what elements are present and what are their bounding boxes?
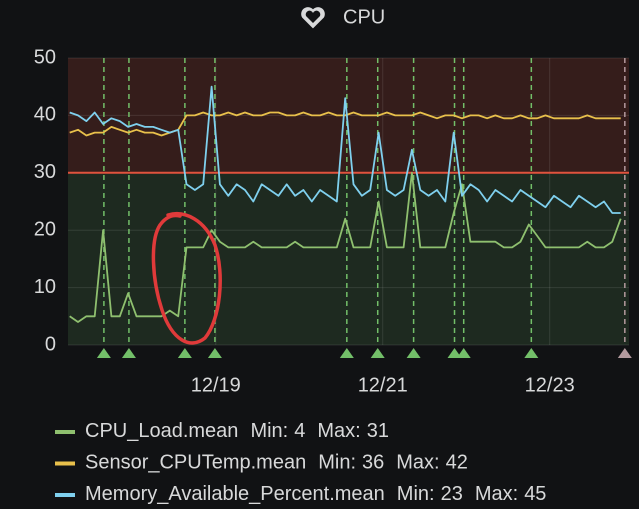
legend-text: Min: xyxy=(397,483,435,505)
annotation-marker xyxy=(121,348,136,358)
legend-entry: CPU_Load.mean Min: 4 Max: 31 xyxy=(85,420,389,442)
legend-text: 36 xyxy=(362,452,384,474)
legend-text: Sensor_CPUTemp.mean xyxy=(85,452,306,474)
annotation-marker xyxy=(370,348,385,358)
heart-icon-inner xyxy=(305,10,321,23)
x-tick-label: 12/21 xyxy=(358,374,408,396)
legend-entry: Memory_Available_Percent.mean Min: 23 Max: 4… xyxy=(85,483,546,505)
annotation-marker xyxy=(447,348,462,358)
y-tick-label: 0 xyxy=(45,333,56,355)
legend-text: Min: xyxy=(250,420,288,442)
y-tick-label: 20 xyxy=(34,218,56,240)
annotation-marker xyxy=(456,348,471,358)
legend-text: 31 xyxy=(367,420,389,442)
hand-drawn-circle xyxy=(151,212,222,345)
legend-text: CPU_Load.mean xyxy=(85,420,238,442)
legend-text: Max: xyxy=(475,483,518,505)
legend-text: Memory_Available_Percent.mean xyxy=(85,483,385,505)
annotation-marker xyxy=(617,348,632,358)
annotation-marker xyxy=(406,348,421,358)
annotation-marker xyxy=(207,348,222,358)
legend-text: Max: xyxy=(317,420,360,442)
y-tick-label: 50 xyxy=(34,46,56,68)
series-line xyxy=(69,171,622,323)
annotation-marker xyxy=(524,348,539,358)
legend-text: 45 xyxy=(524,483,546,505)
y-tick-label: 10 xyxy=(34,276,56,298)
annotation-marker xyxy=(96,348,111,358)
threshold-region-above xyxy=(68,58,629,173)
annotation-marker xyxy=(339,348,354,358)
y-tick-label: 40 xyxy=(34,104,56,126)
x-tick-label: 12/19 xyxy=(191,374,241,396)
legend-text: Max: xyxy=(396,452,439,474)
series-line xyxy=(69,111,621,137)
series-line xyxy=(69,85,621,214)
plot: 0 10 20 30 40 50 12/19 12/21 12/23 xyxy=(34,46,632,396)
annotation-marker xyxy=(177,348,192,358)
chart-title: CPU xyxy=(343,6,385,28)
legend-text: Min: xyxy=(318,452,356,474)
legend-text: 4 xyxy=(294,420,305,442)
legend-text: 42 xyxy=(446,452,468,474)
x-tick-label: 12/23 xyxy=(525,374,575,396)
legend-text: 23 xyxy=(441,483,463,505)
legend: CPU_Load.mean Min: 4 Max: 31 Sensor_CPUTemp.m… xyxy=(55,420,546,505)
y-tick-label: 30 xyxy=(34,161,56,183)
legend-entry: Sensor_CPUTemp.mean Min: 36 Max: 42 xyxy=(85,452,468,474)
